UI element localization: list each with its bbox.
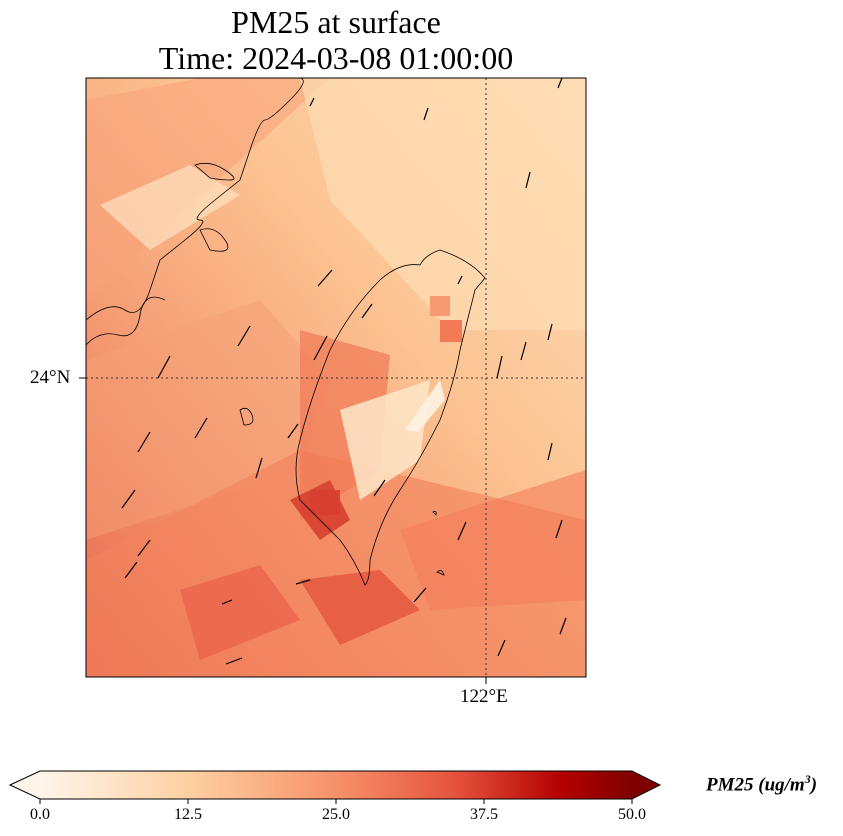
colorbar-ticks <box>39 799 633 804</box>
colorbar-tick-label: 25.0 <box>322 806 350 823</box>
gridlines <box>86 78 586 677</box>
colorbar-label: PM25 (ug/m3) <box>706 772 817 796</box>
colorbar-tick-label: 50.0 <box>618 806 646 823</box>
wind-vectors <box>121 77 567 665</box>
colorbar-label-superscript: 3 <box>804 772 811 786</box>
map-title-line1: PM25 at surface <box>231 4 441 40</box>
colorbar-tick-label: 37.5 <box>470 806 498 823</box>
lat-tick-label: 24°N <box>30 367 71 388</box>
colorbar-body <box>40 771 632 799</box>
pm25-map <box>79 77 587 684</box>
lon-tick-label: 122°E <box>460 686 508 707</box>
colorbar <box>8 770 662 804</box>
colorbar-over-extension <box>632 771 660 799</box>
colorbar-label-main: PM25 (ug/m <box>706 774 805 796</box>
coastlines <box>86 78 486 586</box>
colorbar-tick-label: 12.5 <box>174 806 202 823</box>
colorbar-tick-label: 0.0 <box>30 806 50 823</box>
colorbar-under-extension <box>10 771 40 799</box>
colorbar-label-end: ) <box>810 774 818 796</box>
map-title-line2: Time: 2024-03-08 01:00:00 <box>158 40 514 76</box>
